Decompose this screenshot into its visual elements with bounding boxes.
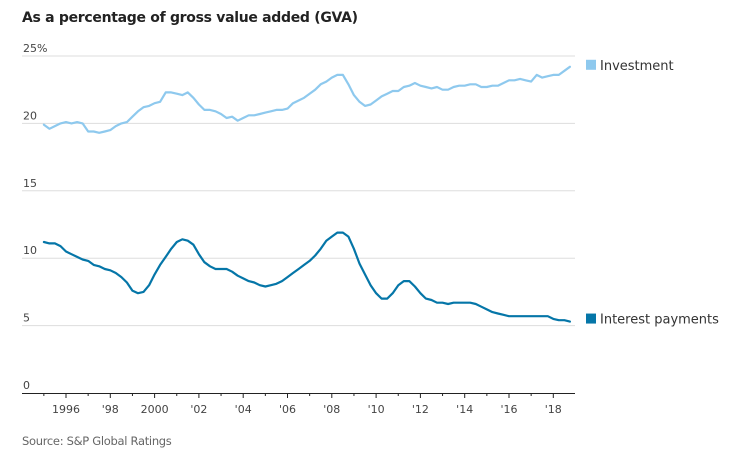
x-tick-label: '08 xyxy=(323,403,340,416)
series-line-investment xyxy=(42,65,572,134)
x-tick-label: '06 xyxy=(279,403,296,416)
gridlines xyxy=(22,55,575,327)
x-tick-label: '14 xyxy=(456,403,473,416)
legend-label: Interest payments xyxy=(600,313,719,328)
x-tick-label: '02 xyxy=(190,403,207,416)
legend: Investment Interest payments xyxy=(586,59,719,328)
series-line-interest-payments xyxy=(42,231,572,323)
y-tick-label: 5 xyxy=(23,312,30,325)
y-axis: 0 5 10 15 20 25% xyxy=(23,42,47,392)
x-tick-label: 2000 xyxy=(141,403,169,416)
legend-swatch xyxy=(586,313,596,324)
chart-title: As a percentage of gross value added (GV… xyxy=(22,10,358,26)
x-tick-label: '10 xyxy=(368,403,385,416)
y-tick-label: 25% xyxy=(23,42,47,55)
source-note: Source: S&P Global Ratings xyxy=(22,434,172,448)
y-tick-label: 15 xyxy=(23,177,37,190)
x-tick-label: '16 xyxy=(500,403,517,416)
series-lines xyxy=(42,65,572,323)
x-tick-label: '04 xyxy=(235,403,252,416)
legend-label: Investment xyxy=(600,59,674,74)
y-tick-label: 10 xyxy=(23,244,37,257)
x-tick-label: '98 xyxy=(102,403,119,416)
x-tick-label: '18 xyxy=(545,403,562,416)
legend-swatch xyxy=(586,59,596,70)
x-tick-label: 1996 xyxy=(52,403,80,416)
y-tick-label: 0 xyxy=(23,379,30,392)
x-axis: 1996 '98 2000 '02 '04 '06 '08 '10 '12 '14 '16 '18 xyxy=(22,393,575,416)
y-tick-label: 20 xyxy=(23,109,37,122)
x-tick-label: '12 xyxy=(412,403,429,416)
